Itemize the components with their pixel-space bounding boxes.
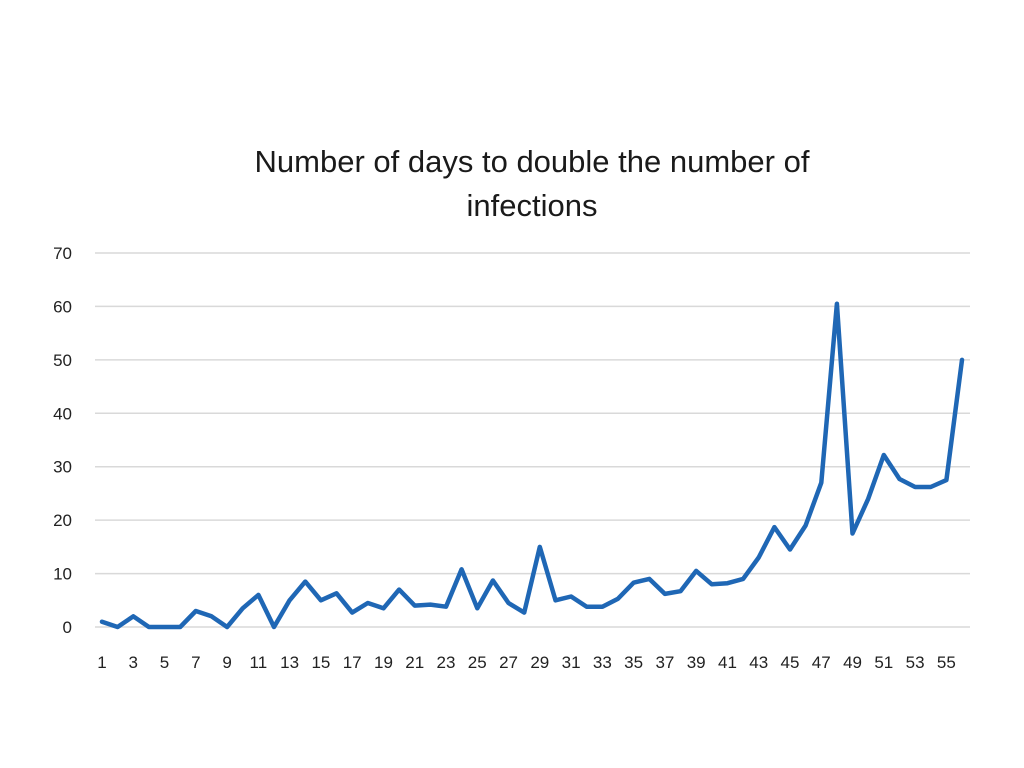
x-tick-label: 19	[374, 653, 393, 672]
chart-title: Number of days to double the number of i…	[0, 140, 1024, 228]
series-line-1	[99, 301, 965, 630]
y-tick-label: 70	[53, 244, 72, 263]
x-tick-label: 37	[655, 653, 674, 672]
x-tick-label: 39	[687, 653, 706, 672]
y-axis-tick-labels: 0 10 20 30 40 50 60 70	[53, 244, 72, 637]
x-tick-label: 33	[593, 653, 612, 672]
x-tick-label: 45	[781, 653, 800, 672]
chart-title-line-1: Number of days to double the number of	[254, 144, 810, 179]
y-tick-label: 20	[53, 511, 72, 530]
x-tick-label: 51	[874, 653, 893, 672]
y-tick-label: 60	[53, 297, 72, 316]
x-tick-label: 25	[468, 653, 487, 672]
x-tick-label: 27	[499, 653, 518, 672]
x-tick-label: 31	[562, 653, 581, 672]
x-tick-label: 21	[405, 653, 424, 672]
x-tick-label: 55	[937, 653, 956, 672]
x-tick-label: 35	[624, 653, 643, 672]
y-tick-label: 40	[53, 404, 72, 423]
x-tick-label: 43	[749, 653, 768, 672]
y-tick-label: 50	[53, 351, 72, 370]
x-tick-label: 9	[222, 653, 231, 672]
x-tick-label: 11	[250, 653, 268, 672]
x-tick-label: 29	[530, 653, 549, 672]
x-tick-label: 15	[311, 653, 330, 672]
x-tick-label: 3	[129, 653, 138, 672]
y-tick-label: 30	[53, 458, 72, 477]
x-tick-label: 23	[437, 653, 456, 672]
y-tick-label: 0	[63, 618, 72, 637]
chart-title-line-2: infections	[466, 188, 598, 223]
x-tick-label: 47	[812, 653, 831, 672]
x-tick-label: 41	[718, 653, 737, 672]
x-tick-label: 1	[97, 653, 106, 672]
x-tick-label: 5	[160, 653, 169, 672]
series-lines	[99, 301, 965, 630]
x-tick-label: 17	[343, 653, 362, 672]
x-tick-label: 53	[906, 653, 925, 672]
x-tick-label: 13	[280, 653, 299, 672]
x-tick-label: 7	[191, 653, 200, 672]
x-axis-tick-labels: 1 3 5 7 9 11 13 15 17 19 21 23 25 27 29 31 33 35 37 39 41 43 4…	[97, 653, 956, 672]
y-tick-label: 10	[53, 565, 72, 584]
x-tick-label: 49	[843, 653, 862, 672]
